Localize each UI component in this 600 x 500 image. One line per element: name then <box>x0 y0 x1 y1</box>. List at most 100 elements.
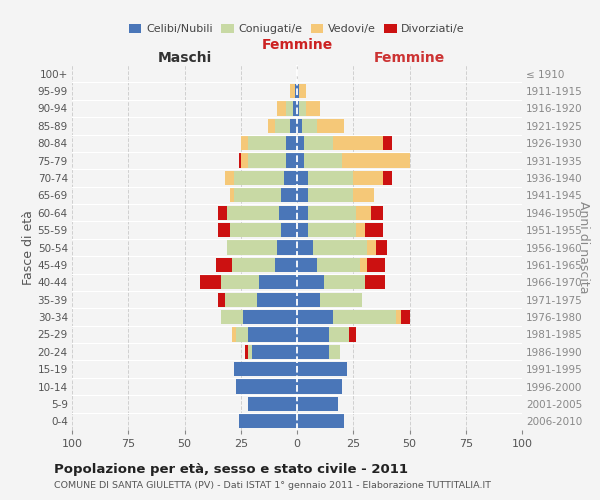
Bar <box>227 240 277 254</box>
Bar <box>236 380 297 394</box>
Bar <box>241 154 248 168</box>
Bar <box>297 240 313 254</box>
Bar <box>308 206 355 220</box>
Bar <box>257 292 297 307</box>
Bar <box>383 171 392 185</box>
Text: Femmine: Femmine <box>262 38 332 52</box>
Bar <box>302 118 317 133</box>
Bar <box>286 154 297 168</box>
Bar <box>293 102 297 116</box>
Bar <box>232 258 275 272</box>
Bar <box>239 154 241 168</box>
Bar <box>317 118 344 133</box>
Bar <box>308 223 355 237</box>
Bar <box>218 206 227 220</box>
Bar <box>275 118 290 133</box>
Bar <box>297 258 317 272</box>
Bar <box>248 397 297 411</box>
Bar <box>353 171 383 185</box>
Bar <box>342 154 409 168</box>
Bar <box>234 188 281 202</box>
Bar <box>234 362 297 376</box>
Bar <box>236 328 248 342</box>
Bar <box>225 292 257 307</box>
Bar <box>371 206 383 220</box>
Bar <box>297 84 299 98</box>
Bar <box>297 397 337 411</box>
Bar <box>239 414 297 428</box>
Bar <box>277 102 286 116</box>
Bar <box>297 154 304 168</box>
Bar <box>281 223 297 237</box>
Bar <box>297 292 320 307</box>
Bar <box>297 362 347 376</box>
Text: Popolazione per età, sesso e stato civile - 2011: Popolazione per età, sesso e stato civil… <box>54 462 408 475</box>
Bar <box>297 206 308 220</box>
Bar <box>241 136 248 150</box>
Bar <box>297 118 302 133</box>
Bar <box>329 344 340 359</box>
Bar <box>313 240 367 254</box>
Bar <box>218 292 225 307</box>
Bar <box>349 328 355 342</box>
Bar <box>234 171 284 185</box>
Bar <box>281 188 297 202</box>
Bar <box>259 275 297 289</box>
Bar <box>216 258 232 272</box>
Bar <box>299 102 306 116</box>
Bar <box>329 328 349 342</box>
Bar <box>367 258 385 272</box>
Bar <box>376 240 387 254</box>
Bar <box>277 240 297 254</box>
Bar <box>297 102 299 116</box>
Bar <box>200 275 221 289</box>
Bar <box>229 223 281 237</box>
Bar <box>218 223 229 237</box>
Bar <box>290 118 297 133</box>
Bar <box>248 154 286 168</box>
Bar <box>401 310 409 324</box>
Bar <box>268 118 275 133</box>
Bar <box>252 344 297 359</box>
Bar <box>360 258 367 272</box>
Bar <box>279 206 297 220</box>
Text: Femmine: Femmine <box>374 51 445 65</box>
Bar <box>245 344 248 359</box>
Bar <box>295 84 297 98</box>
Bar <box>297 188 308 202</box>
Bar <box>297 380 342 394</box>
Y-axis label: Fasce di età: Fasce di età <box>22 210 35 285</box>
Bar <box>367 240 376 254</box>
Bar <box>353 188 373 202</box>
Bar <box>297 310 333 324</box>
Bar <box>229 188 234 202</box>
Bar <box>227 206 279 220</box>
Bar <box>297 344 329 359</box>
Bar <box>297 275 324 289</box>
Bar <box>396 310 401 324</box>
Bar <box>333 310 396 324</box>
Bar <box>297 171 308 185</box>
Bar <box>290 84 295 98</box>
Bar <box>320 292 362 307</box>
Bar <box>297 328 329 342</box>
Bar <box>304 154 342 168</box>
Bar <box>286 102 293 116</box>
Legend: Celibi/Nubili, Coniugati/e, Vedovi/e, Divorziati/e: Celibi/Nubili, Coniugati/e, Vedovi/e, Di… <box>125 20 469 39</box>
Bar <box>365 275 385 289</box>
Bar <box>297 223 308 237</box>
Bar <box>383 136 392 150</box>
Bar <box>284 171 297 185</box>
Bar <box>297 136 304 150</box>
Text: COMUNE DI SANTA GIULETTA (PV) - Dati ISTAT 1° gennaio 2011 - Elaborazione TUTTIT: COMUNE DI SANTA GIULETTA (PV) - Dati IST… <box>54 482 491 490</box>
Bar <box>275 258 297 272</box>
Y-axis label: Anni di nascita: Anni di nascita <box>577 201 590 294</box>
Bar <box>324 275 365 289</box>
Bar <box>333 136 383 150</box>
Bar <box>304 136 333 150</box>
Bar <box>248 344 252 359</box>
Text: Maschi: Maschi <box>157 51 212 65</box>
Bar <box>248 328 297 342</box>
Bar <box>248 136 286 150</box>
Bar <box>221 275 259 289</box>
